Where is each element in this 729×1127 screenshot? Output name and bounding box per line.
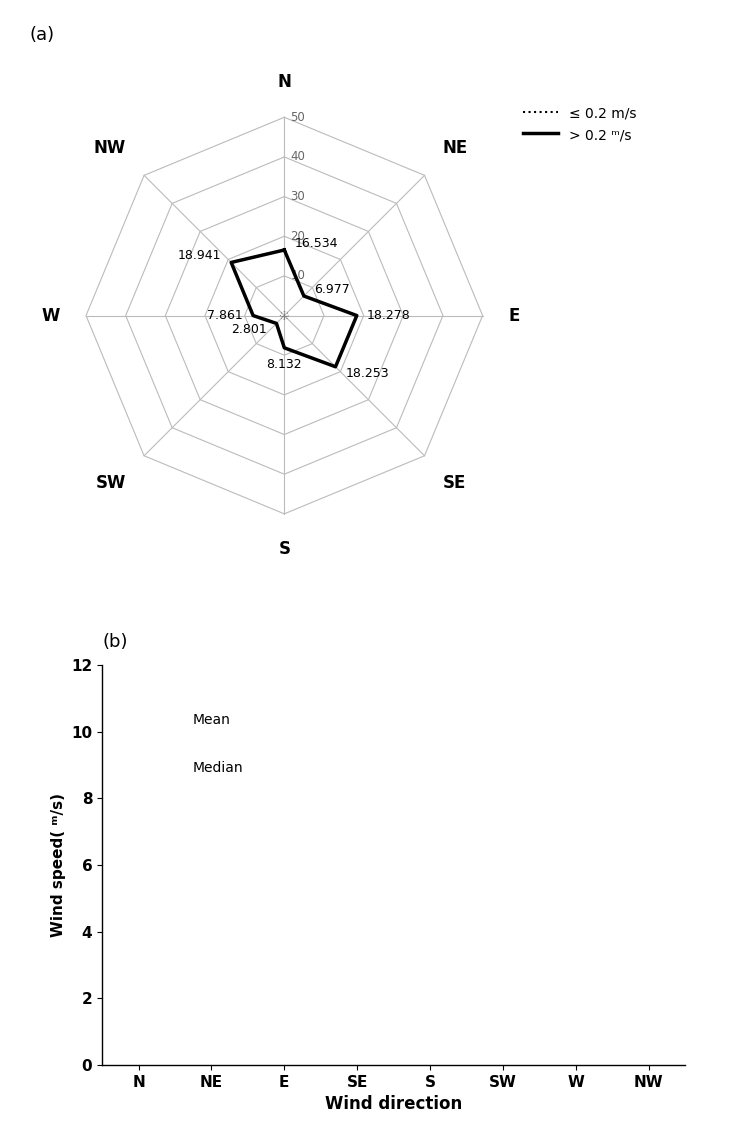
Text: 8.132: 8.132 xyxy=(267,357,302,371)
Text: 30: 30 xyxy=(290,190,305,203)
X-axis label: Wind direction: Wind direction xyxy=(325,1095,462,1113)
Text: NW: NW xyxy=(93,139,126,157)
Text: 50: 50 xyxy=(290,110,305,124)
Text: 2.801: 2.801 xyxy=(231,323,267,337)
Text: Mean: Mean xyxy=(192,713,230,727)
Text: NE: NE xyxy=(443,139,468,157)
Text: 40: 40 xyxy=(290,150,305,163)
Text: 18.278: 18.278 xyxy=(367,309,410,322)
Text: N: N xyxy=(277,73,292,91)
Text: SW: SW xyxy=(95,474,126,492)
Text: (a): (a) xyxy=(29,26,54,44)
Text: E: E xyxy=(508,307,520,325)
Text: 20: 20 xyxy=(290,230,305,242)
Text: 18.941: 18.941 xyxy=(178,249,222,263)
Text: 18.253: 18.253 xyxy=(346,366,389,380)
Text: SE: SE xyxy=(443,474,466,492)
Y-axis label: Wind speed( ᵐ/s): Wind speed( ᵐ/s) xyxy=(50,793,66,937)
Text: 10: 10 xyxy=(290,269,305,283)
Text: (b): (b) xyxy=(102,633,128,651)
Legend: ≤ 0.2 m/s, > 0.2 ᵐ/s: ≤ 0.2 m/s, > 0.2 ᵐ/s xyxy=(518,100,642,148)
Text: S: S xyxy=(278,540,290,558)
Text: 7.861: 7.861 xyxy=(208,309,243,322)
Text: 6.977: 6.977 xyxy=(313,283,349,296)
Text: W: W xyxy=(42,307,61,325)
Text: 16.534: 16.534 xyxy=(295,237,338,250)
Text: Median: Median xyxy=(192,761,243,775)
